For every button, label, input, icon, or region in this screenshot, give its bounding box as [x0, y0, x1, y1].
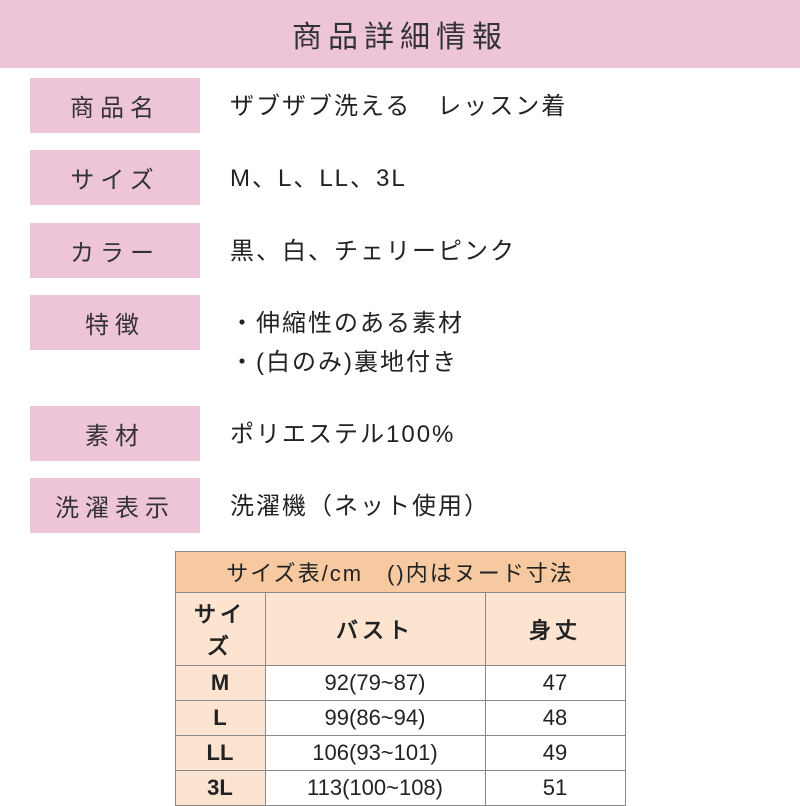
detail-label: 洗濯表示: [30, 478, 200, 533]
size-table: サイズ表/cm ()内はヌード寸法 サイズ バスト 身丈 M 92(79~87)…: [175, 551, 626, 806]
detail-value: 洗濯機（ネット使用）: [200, 478, 490, 536]
detail-row: 商品名 ザブザブ洗える レッスン着: [30, 78, 770, 136]
detail-value: M、L、LL、3L: [200, 150, 407, 208]
detail-label: カラー: [30, 223, 200, 278]
size-table-title-row: サイズ表/cm ()内はヌード寸法: [175, 551, 625, 592]
length-cell: 49: [485, 735, 625, 770]
detail-value: 黒、白、チェリーピンク: [200, 223, 516, 281]
detail-value: ・伸縮性のある素材 ・(白のみ)裏地付き: [200, 295, 464, 392]
bust-col-header: バスト: [265, 592, 485, 665]
detail-row: 特徴 ・伸縮性のある素材 ・(白のみ)裏地付き: [30, 295, 770, 392]
details-section: 商品名 ザブザブ洗える レッスン着 サイズ M、L、LL、3L カラー 黒、白、…: [0, 68, 800, 537]
detail-row: 素材 ポリエステル100%: [30, 406, 770, 464]
detail-row: サイズ M、L、LL、3L: [30, 150, 770, 208]
detail-row: 洗濯表示 洗濯機（ネット使用）: [30, 478, 770, 536]
detail-value: ザブザブ洗える レッスン着: [200, 78, 567, 136]
size-cell: M: [175, 665, 265, 700]
size-cell: LL: [175, 735, 265, 770]
size-table-title: サイズ表/cm ()内はヌード寸法: [175, 551, 625, 592]
detail-row: カラー 黒、白、チェリーピンク: [30, 223, 770, 281]
size-col-header: サイズ: [175, 592, 265, 665]
page-title: 商品詳細情報: [0, 0, 800, 68]
length-col-header: 身丈: [485, 592, 625, 665]
bust-cell: 92(79~87): [265, 665, 485, 700]
detail-label: サイズ: [30, 150, 200, 205]
size-row: LL 106(93~101) 49: [175, 735, 625, 770]
size-table-header-row: サイズ バスト 身丈: [175, 592, 625, 665]
size-cell: L: [175, 700, 265, 735]
detail-label: 特徴: [30, 295, 200, 350]
bust-cell: 99(86~94): [265, 700, 485, 735]
detail-value: ポリエステル100%: [200, 406, 455, 464]
size-table-section: サイズ表/cm ()内はヌード寸法 サイズ バスト 身丈 M 92(79~87)…: [0, 551, 800, 806]
size-row: M 92(79~87) 47: [175, 665, 625, 700]
bust-cell: 106(93~101): [265, 735, 485, 770]
size-row: L 99(86~94) 48: [175, 700, 625, 735]
length-cell: 48: [485, 700, 625, 735]
length-cell: 47: [485, 665, 625, 700]
detail-label: 素材: [30, 406, 200, 461]
detail-label: 商品名: [30, 78, 200, 133]
